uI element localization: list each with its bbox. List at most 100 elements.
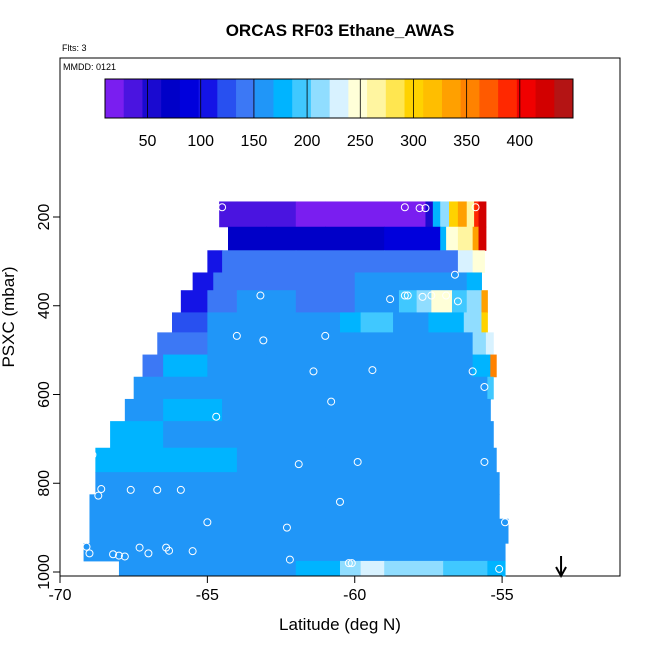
heatmap-cell [118,560,297,577]
heatmap-cell [236,447,326,473]
sample-points [82,203,510,573]
colorbar-swatch [348,79,368,118]
heatmap-cell [413,332,474,356]
colorbar-frame [104,78,574,119]
sample-point [501,518,510,527]
heatmap-cell [413,518,503,544]
heatmap-cell [457,201,468,228]
x-axis-label: Latitude (deg N) [279,615,401,634]
colorbar-swatch [105,79,125,118]
colorbar-tick-label: 350 [453,133,480,150]
y-tick-label: 400 [36,292,53,319]
heatmap-cell [485,332,494,356]
sample-point [386,295,395,304]
heatmap-cell [384,560,415,577]
y-tick-label: 800 [36,470,53,497]
heatmap-cell [413,376,488,400]
heatmap-cell [413,272,444,291]
colorbar-swatch [329,79,349,118]
sample-point [135,543,144,552]
heatmap-cell [487,376,494,400]
heatmap-cell [452,290,468,313]
colorbar-swatch [310,79,331,118]
heatmap-cell [180,290,208,313]
heatmap-cell [449,201,459,228]
sample-point [327,397,336,406]
heatmap-cell [375,312,394,333]
heatmap-cell [413,447,497,473]
heatmap-cell [266,201,297,228]
heatmap-cell [148,494,238,520]
heatmap-cell [354,201,385,228]
heatmap-cell [360,312,376,333]
sample-point [344,559,353,568]
heatmap-cell [354,272,415,291]
heatmap-cell [398,290,418,313]
colorbar-swatch [142,79,162,118]
sample-point [421,204,430,213]
colorbar-swatch [441,79,462,118]
heatmap-cell [325,543,415,562]
colorbar-tick-label: 400 [506,133,533,150]
sample-point [218,203,227,212]
sample-point [109,550,118,559]
sample-point [82,542,91,551]
heatmap-cell [440,226,447,251]
heatmap-cell [413,421,494,449]
heatmap-cell [295,290,356,313]
x-tick-label: -65 [196,587,219,604]
sample-point [415,204,424,213]
heatmap-cell [481,312,488,333]
colorbar-swatch [123,79,143,118]
heatmap-cell [148,543,238,562]
date-label: MMDD: 0121 [63,62,116,72]
heatmap-cell [432,201,441,228]
heatmap-cell [95,472,149,495]
heatmap-cell [431,290,453,313]
sample-point [442,291,451,300]
sample-point [368,366,377,375]
sample-point [153,485,162,494]
sample-point [468,367,477,376]
sample-point [120,552,129,561]
heatmap-cell [207,332,267,356]
colorbar-tick-label: 300 [400,133,427,150]
heatmap-cell [384,250,441,273]
heatmap-cell [354,332,415,356]
colorbar-swatch [217,79,237,118]
x-tick-label: -70 [48,587,71,604]
heatmap-cell [472,354,491,378]
heatmap-cell [148,447,238,473]
heatmap-cell [266,354,356,378]
heatmap-cell [393,312,429,333]
x-tick-label: -60 [343,587,366,604]
y-tick-label: 600 [36,381,53,408]
heatmap-cell [428,312,465,333]
heatmap-cell [474,201,480,228]
colorbar-swatch [292,79,312,118]
heatmap-cell [124,398,164,422]
heatmap-cell [443,560,488,577]
sample-point [347,559,356,568]
heatmap-cell [384,201,406,228]
heatmap-cell [207,290,238,313]
heatmap-cell [325,518,415,544]
chart-title: ORCAS RF03 Ethane_AWAS [226,21,455,40]
sample-point [88,450,97,459]
heatmap-cell [207,250,223,273]
heatmap-cell [384,226,441,251]
heatmap-cell [354,354,429,378]
heatmap-cell [295,398,385,422]
heatmap-cell [207,312,267,333]
heatmap-cell [502,518,509,544]
heatmap-cell [219,201,238,228]
colorbar-swatch [498,79,518,118]
heatmap-cell [413,472,500,495]
heatmap-cell [213,272,267,291]
heatmap-cell [325,376,415,400]
heatmap-cell [89,494,149,520]
sample-point [309,367,318,376]
colorbar-tick-label: 50 [139,133,157,150]
sample-point [336,497,344,506]
